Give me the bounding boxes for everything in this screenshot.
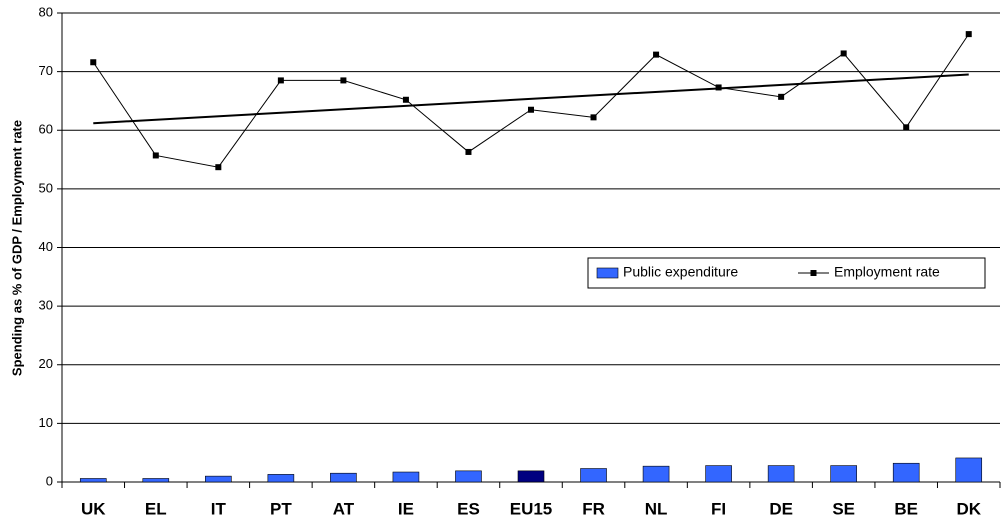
bar	[955, 457, 983, 483]
bar	[830, 465, 857, 483]
trend-line	[93, 73, 969, 125]
y-tick-label: 50	[39, 180, 53, 195]
marker	[778, 93, 785, 100]
bar	[205, 475, 232, 483]
marker	[903, 124, 910, 131]
bar	[517, 470, 545, 483]
marker	[90, 59, 97, 66]
y-tick-label: 20	[39, 356, 53, 371]
legend-box	[587, 257, 986, 289]
marker	[402, 96, 409, 103]
legend-swatch	[810, 270, 817, 276]
legend-swatch	[596, 267, 619, 279]
x-tick-label: IE	[398, 499, 414, 518]
marker	[277, 77, 284, 84]
x-tick-label: FR	[582, 499, 605, 518]
x-tick-label: EU15	[510, 499, 553, 518]
y-tick-label: 0	[46, 473, 53, 488]
y-tick-label: 10	[39, 415, 53, 430]
line	[92, 33, 970, 168]
marker	[465, 148, 472, 155]
marker	[840, 50, 847, 57]
marker	[340, 77, 347, 84]
marker	[152, 152, 159, 159]
bar	[580, 468, 607, 483]
y-tick-label: 40	[39, 239, 53, 254]
marker	[965, 31, 972, 38]
bar	[892, 462, 920, 483]
bar	[705, 465, 732, 483]
x-tick-label: NL	[645, 499, 668, 518]
x-tick-label: ES	[457, 499, 480, 518]
y-tick-label: 30	[39, 298, 53, 313]
legend-label: Public expenditure	[623, 264, 738, 280]
x-tick-label: SE	[832, 499, 855, 518]
bar	[330, 472, 357, 483]
marker	[590, 114, 597, 121]
x-tick-label: EL	[145, 499, 167, 518]
y-tick-label: 80	[39, 4, 53, 19]
marker	[528, 106, 534, 113]
bar	[455, 470, 482, 483]
bar	[642, 465, 670, 483]
x-tick-label: DK	[956, 499, 981, 518]
x-tick-label: AT	[333, 499, 355, 518]
x-tick-label: DE	[769, 499, 793, 518]
y-axis-label: Spending as % of GDP / Employment rate	[9, 120, 24, 376]
y-tick-label: 70	[39, 63, 53, 78]
bar	[142, 478, 170, 483]
y-tick-label: 60	[39, 122, 53, 137]
bar	[267, 474, 295, 483]
legend-label: Employment rate	[834, 264, 940, 280]
x-tick-label: PT	[270, 499, 292, 518]
marker	[653, 51, 660, 58]
bar	[79, 478, 107, 483]
marker	[715, 84, 722, 91]
x-tick-label: IT	[211, 499, 227, 518]
x-tick-label: BE	[894, 499, 918, 518]
bar	[392, 471, 420, 483]
x-tick-label: FI	[711, 499, 726, 518]
x-tick-label: UK	[81, 499, 106, 518]
marker	[215, 164, 222, 171]
bar	[767, 465, 795, 483]
